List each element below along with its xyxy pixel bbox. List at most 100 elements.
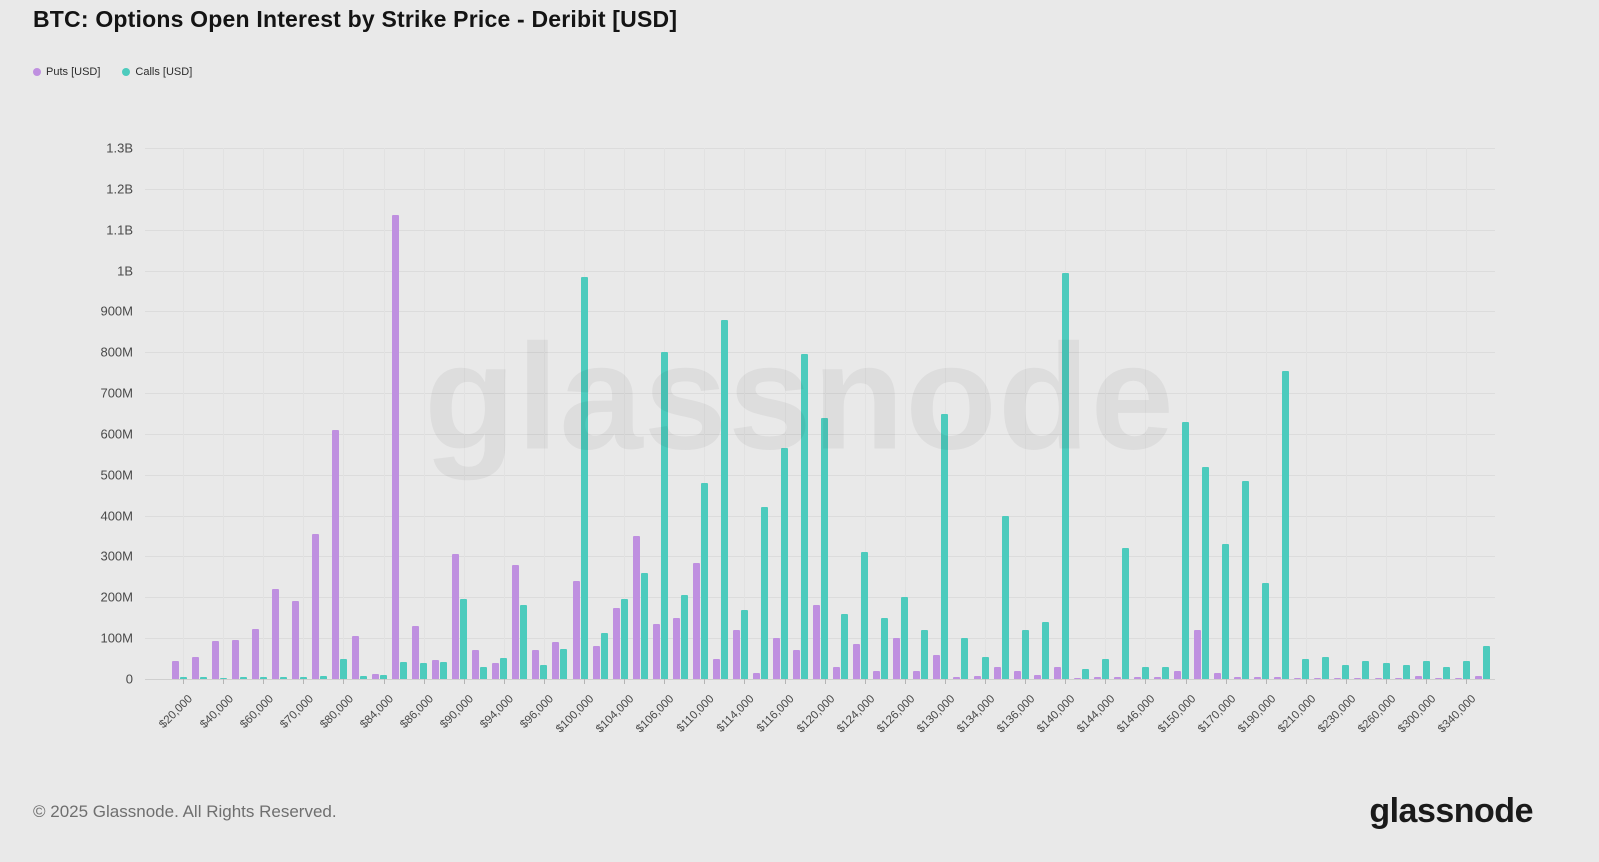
call-bar[interactable] <box>520 605 528 679</box>
call-bar[interactable] <box>1442 666 1450 679</box>
call-bar[interactable] <box>801 354 809 679</box>
put-bar[interactable] <box>853 644 861 679</box>
call-bar[interactable] <box>1081 668 1089 679</box>
put-bar[interactable] <box>1153 676 1161 679</box>
put-bar[interactable] <box>712 658 720 679</box>
call-bar[interactable] <box>760 507 768 679</box>
put-bar[interactable] <box>492 662 500 679</box>
put-bar[interactable] <box>572 580 580 679</box>
put-bar[interactable] <box>1474 675 1482 679</box>
call-bar[interactable] <box>440 662 448 679</box>
put-bar[interactable] <box>432 660 440 679</box>
call-bar[interactable] <box>1141 666 1149 679</box>
call-bar[interactable] <box>1222 544 1230 679</box>
call-bar[interactable] <box>239 677 247 679</box>
legend-item-calls[interactable]: Calls [USD] <box>122 66 192 78</box>
call-bar[interactable] <box>1182 421 1189 679</box>
put-bar[interactable] <box>171 661 179 679</box>
put-bar[interactable] <box>953 676 961 679</box>
call-bar[interactable] <box>460 599 468 679</box>
call-bar[interactable] <box>720 319 728 679</box>
put-bar[interactable] <box>1374 677 1382 679</box>
call-bar[interactable] <box>600 632 608 679</box>
put-bar[interactable] <box>833 666 841 679</box>
put-bar[interactable] <box>773 638 780 679</box>
put-bar[interactable] <box>452 554 460 679</box>
put-bar[interactable] <box>1294 677 1302 679</box>
put-bar[interactable] <box>532 650 540 679</box>
put-bar[interactable] <box>392 215 400 679</box>
call-bar[interactable] <box>861 552 869 679</box>
put-bar[interactable] <box>231 639 239 679</box>
call-bar[interactable] <box>1382 662 1390 679</box>
put-bar[interactable] <box>813 605 821 679</box>
call-bar[interactable] <box>781 448 788 679</box>
put-bar[interactable] <box>973 675 981 679</box>
call-bar[interactable] <box>1402 664 1410 679</box>
put-bar[interactable] <box>1314 677 1322 679</box>
call-bar[interactable] <box>1041 621 1049 679</box>
call-bar[interactable] <box>1342 664 1350 679</box>
put-bar[interactable] <box>372 673 379 679</box>
call-bar[interactable] <box>1121 548 1129 679</box>
put-bar[interactable] <box>1214 672 1222 679</box>
call-bar[interactable] <box>179 677 187 679</box>
put-bar[interactable] <box>692 562 700 679</box>
put-bar[interactable] <box>311 534 319 679</box>
call-bar[interactable] <box>540 664 548 679</box>
put-bar[interactable] <box>1033 674 1041 679</box>
call-bar[interactable] <box>680 595 688 679</box>
put-bar[interactable] <box>211 640 219 679</box>
call-bar[interactable] <box>740 609 748 679</box>
call-bar[interactable] <box>901 597 909 679</box>
call-bar[interactable] <box>359 675 367 679</box>
put-bar[interactable] <box>1013 670 1021 679</box>
put-bar[interactable] <box>1354 677 1362 679</box>
put-bar[interactable] <box>612 607 620 679</box>
put-bar[interactable] <box>1394 677 1402 679</box>
put-bar[interactable] <box>1274 676 1282 679</box>
call-bar[interactable] <box>219 677 227 679</box>
call-bar[interactable] <box>1101 658 1109 679</box>
put-bar[interactable] <box>1133 676 1141 679</box>
put-bar[interactable] <box>732 630 740 679</box>
put-bar[interactable] <box>1073 677 1081 679</box>
call-bar[interactable] <box>560 648 568 679</box>
put-bar[interactable] <box>1174 670 1181 679</box>
put-bar[interactable] <box>271 589 279 679</box>
put-bar[interactable] <box>1414 675 1422 679</box>
call-bar[interactable] <box>841 613 849 679</box>
legend-item-puts[interactable]: Puts [USD] <box>33 66 100 78</box>
call-bar[interactable] <box>1061 272 1069 679</box>
put-bar[interactable] <box>1194 630 1202 679</box>
call-bar[interactable] <box>1302 658 1310 679</box>
call-bar[interactable] <box>700 482 708 679</box>
put-bar[interactable] <box>632 536 640 679</box>
put-bar[interactable] <box>331 429 339 679</box>
call-bar[interactable] <box>821 417 829 679</box>
put-bar[interactable] <box>993 666 1001 679</box>
call-bar[interactable] <box>1161 666 1169 679</box>
put-bar[interactable] <box>1334 677 1342 679</box>
put-bar[interactable] <box>191 656 199 679</box>
call-bar[interactable] <box>941 413 949 679</box>
call-bar[interactable] <box>881 617 889 679</box>
call-bar[interactable] <box>1462 660 1470 679</box>
call-bar[interactable] <box>660 352 668 679</box>
put-bar[interactable] <box>873 670 881 679</box>
put-bar[interactable] <box>752 672 760 679</box>
call-bar[interactable] <box>1282 370 1290 679</box>
put-bar[interactable] <box>1053 666 1061 679</box>
put-bar[interactable] <box>472 649 480 679</box>
call-bar[interactable] <box>400 661 408 679</box>
put-bar[interactable] <box>652 623 660 679</box>
put-bar[interactable] <box>1113 676 1121 679</box>
put-bar[interactable] <box>913 670 921 679</box>
call-bar[interactable] <box>199 677 207 679</box>
call-bar[interactable] <box>620 599 628 679</box>
put-bar[interactable] <box>933 654 941 679</box>
call-bar[interactable] <box>1362 660 1370 679</box>
call-bar[interactable] <box>1262 583 1270 679</box>
put-bar[interactable] <box>1454 677 1462 679</box>
call-bar[interactable] <box>921 630 929 679</box>
